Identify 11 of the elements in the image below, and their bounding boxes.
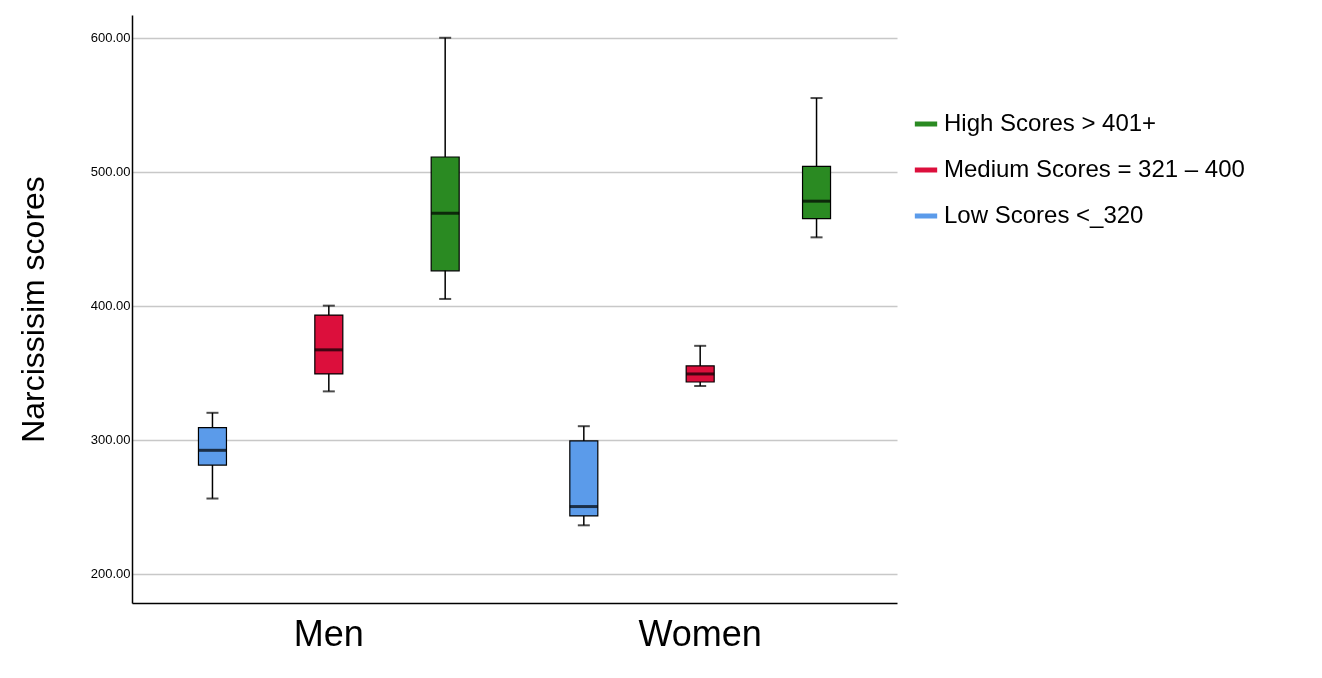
y-tick-label: 300.00 bbox=[90, 432, 131, 448]
x-tick-label: Women bbox=[638, 612, 762, 654]
x-tick-label: Men bbox=[293, 612, 364, 654]
legend-label: High Scores > 401+ bbox=[944, 109, 1157, 136]
y-tick-label: 400.00 bbox=[90, 298, 131, 314]
y-tick-label: 500.00 bbox=[90, 164, 131, 180]
legend-label: Low Scores <_320 bbox=[944, 201, 1144, 228]
y-tick-label: 200.00 bbox=[90, 566, 131, 582]
legend-label: Medium Scores = 321 – 400 bbox=[944, 155, 1245, 182]
y-tick-label: 600.00 bbox=[90, 30, 131, 46]
y-axis-title: Narcissisim scores bbox=[14, 176, 51, 443]
